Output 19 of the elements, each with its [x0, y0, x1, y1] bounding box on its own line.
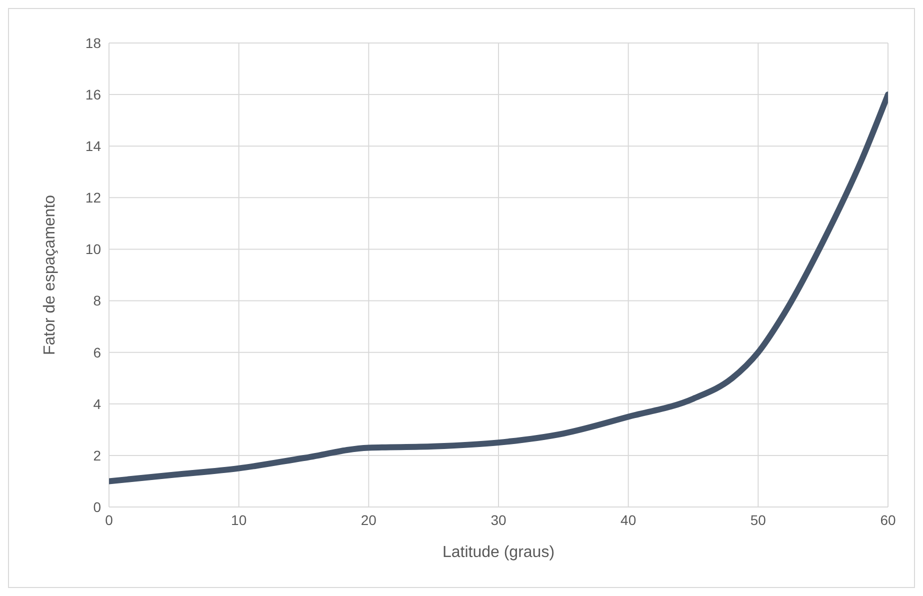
y-tick-label: 16	[85, 86, 102, 103]
y-tick-label: 10	[85, 241, 102, 258]
y-tick-label: 2	[93, 447, 102, 464]
y-tick-label: 14	[85, 138, 102, 154]
y-tick-label: 18	[85, 34, 102, 51]
y-tick-label: 12	[85, 190, 102, 206]
x-tick-label: 50	[750, 512, 766, 528]
y-axis-title: Fator de espaçamento	[42, 194, 59, 356]
x-tick-label: 60	[880, 512, 896, 528]
x-axis-title: Latitude (graus)	[442, 544, 555, 561]
x-tick-label: 0	[105, 512, 114, 528]
y-tick-label: 4	[93, 396, 102, 412]
y-tick-label: 8	[93, 292, 102, 309]
x-tick-label: 20	[360, 512, 377, 528]
x-tick-label: 10	[231, 512, 247, 528]
y-tick-label: 6	[93, 344, 102, 360]
x-tick-label: 30	[490, 512, 506, 528]
x-tick-label: 40	[620, 512, 636, 528]
y-tick-label: 0	[93, 498, 102, 515]
